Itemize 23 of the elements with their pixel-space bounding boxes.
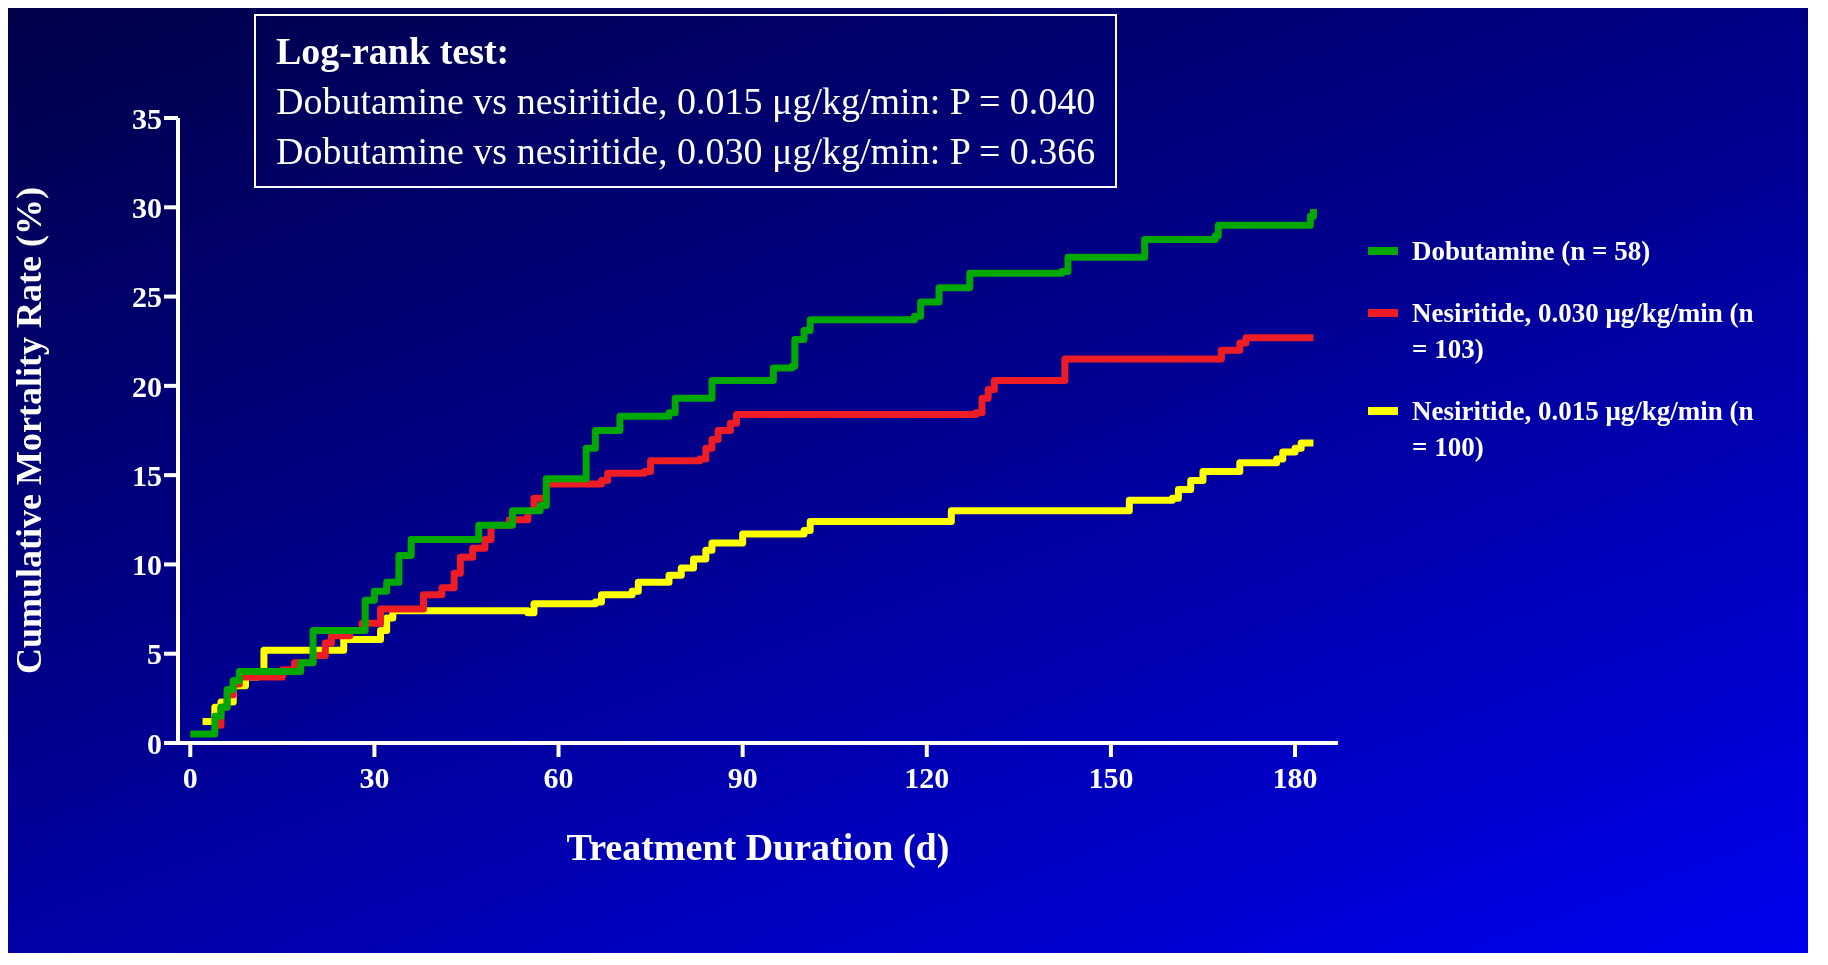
y-tick-label: 30	[132, 190, 162, 224]
y-tick-label: 10	[132, 548, 162, 582]
x-tick-label: 90	[727, 761, 758, 795]
x-tick-label: 120	[904, 761, 950, 795]
annotation: Dobutamine vs nesiritide, 0.030 μg/kg/min: P = 0.366	[276, 129, 1096, 174]
x-axis-title: Treatment Duration (d)	[566, 825, 950, 869]
annotation: Dobutamine vs nesiritide, 0.015 μg/kg/min: P = 0.040	[276, 79, 1096, 124]
y-tick-label: 5	[147, 637, 162, 671]
x-tick-label: 0	[182, 761, 198, 795]
y-tick-label: 25	[132, 280, 162, 314]
y-tick-label: 20	[132, 369, 162, 403]
legend-label: Nesiritide, 0.030 μg/kg/min (n = 103)	[1412, 297, 1755, 366]
x-tick-label: 60	[543, 761, 574, 795]
y-axis-title: Cumulative Mortality Rate (%)	[8, 187, 49, 674]
y-tick-label: 35	[132, 101, 162, 135]
x-tick-label: 150	[1088, 761, 1134, 795]
y-tick-label: 15	[132, 458, 162, 492]
x-tick-label: 30	[359, 761, 390, 795]
y-tick-label: 0	[147, 726, 162, 760]
legend-label: Nesiritide, 0.015 μg/kg/min (n = 100)	[1412, 395, 1755, 464]
x-tick-label: 180	[1272, 761, 1318, 795]
text: Log-rank test:	[276, 29, 511, 74]
legend-label: Dobutamine (n = 58)	[1412, 235, 1651, 268]
